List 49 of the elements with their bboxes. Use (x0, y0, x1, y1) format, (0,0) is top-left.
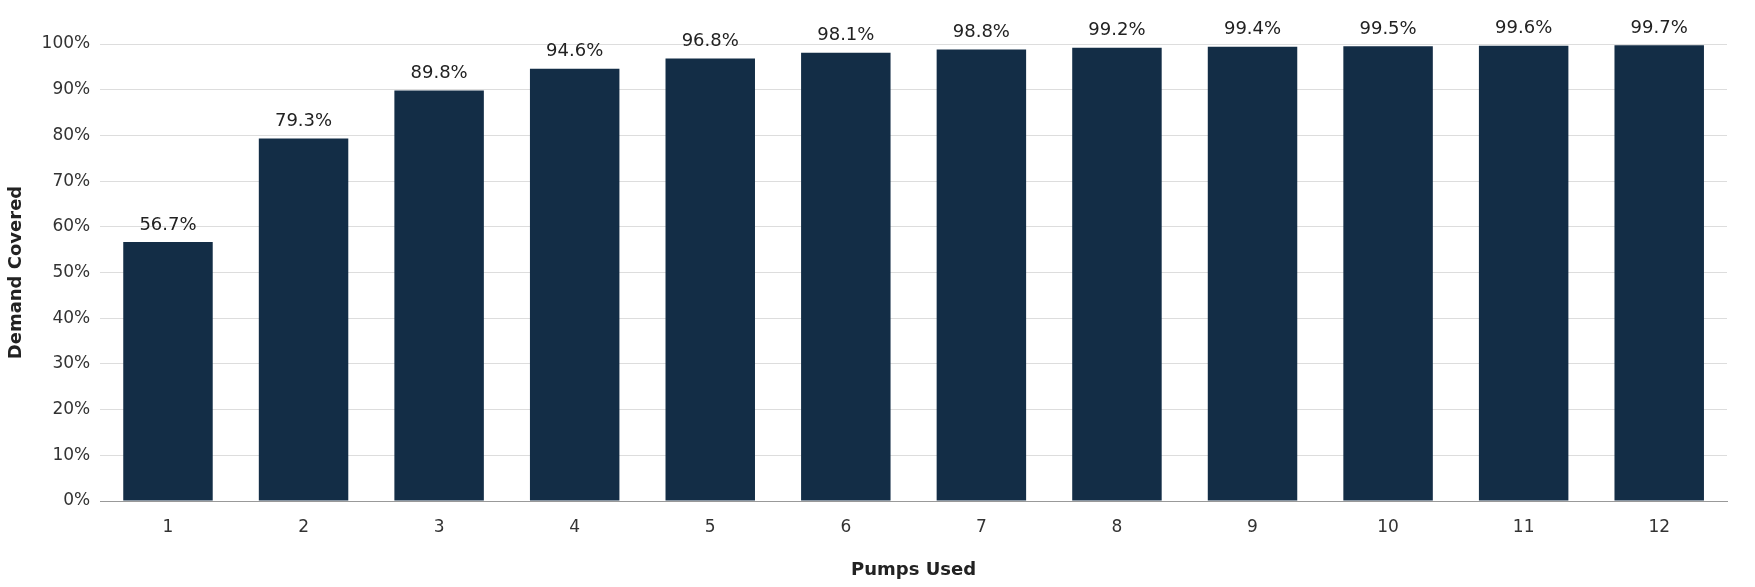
x-tick-label: 5 (704, 515, 716, 536)
bar (1343, 46, 1433, 501)
bar (123, 241, 213, 501)
bar (529, 68, 620, 501)
x-tick-label: 9 (1247, 515, 1258, 536)
bar (258, 138, 349, 501)
data-label: 99.5% (1359, 16, 1417, 38)
x-tick-label: 3 (433, 515, 445, 536)
data-label: 96.8% (681, 29, 739, 51)
y-tick-label: 80% (52, 123, 91, 144)
y-tick-label: 60% (52, 215, 91, 236)
bar (936, 49, 1027, 501)
bar (1072, 47, 1162, 501)
data-label: 99.2% (1088, 18, 1146, 40)
bar (801, 52, 891, 501)
data-label: 79.3% (274, 109, 333, 131)
x-tick-label: 6 (840, 515, 852, 536)
y-tick-label: 100% (41, 32, 91, 53)
data-label: 99.6% (1495, 16, 1553, 38)
x-tick-label: 7 (975, 515, 987, 536)
x-tick-label: 2 (298, 515, 309, 536)
x-tick-label: 8 (1111, 515, 1123, 536)
x-tick-label: 11 (1512, 515, 1535, 536)
data-label: 89.8% (410, 61, 468, 83)
y-tick-label: 30% (52, 352, 91, 373)
y-tick-label: 50% (52, 260, 91, 281)
y-tick-label: 40% (52, 306, 91, 327)
data-label: 56.7% (139, 212, 197, 234)
data-label: 99.7% (1630, 16, 1688, 38)
bar (1478, 45, 1569, 501)
x-axis-title: Pumps Used (851, 557, 977, 579)
y-tick-label: 70% (52, 169, 91, 190)
y-axis-title: Demand Covered (4, 185, 26, 360)
x-tick-label: 10 (1377, 515, 1399, 536)
y-tick-label: 10% (52, 443, 91, 464)
y-tick-label: 20% (52, 398, 91, 419)
x-tick-label: 1 (162, 515, 174, 536)
data-label: 98.1% (817, 23, 875, 45)
data-label: 94.6% (546, 39, 604, 61)
x-tick-label: 4 (569, 515, 581, 536)
x-tick-label: 12 (1648, 515, 1671, 536)
data-label: 99.4% (1223, 17, 1282, 39)
y-tick-label: 90% (52, 78, 91, 99)
data-label: 98.8% (952, 20, 1010, 42)
bar (1614, 45, 1704, 501)
y-tick-label: 0% (63, 489, 91, 510)
bar (1207, 46, 1298, 501)
bar (394, 90, 484, 501)
bar (665, 58, 755, 501)
